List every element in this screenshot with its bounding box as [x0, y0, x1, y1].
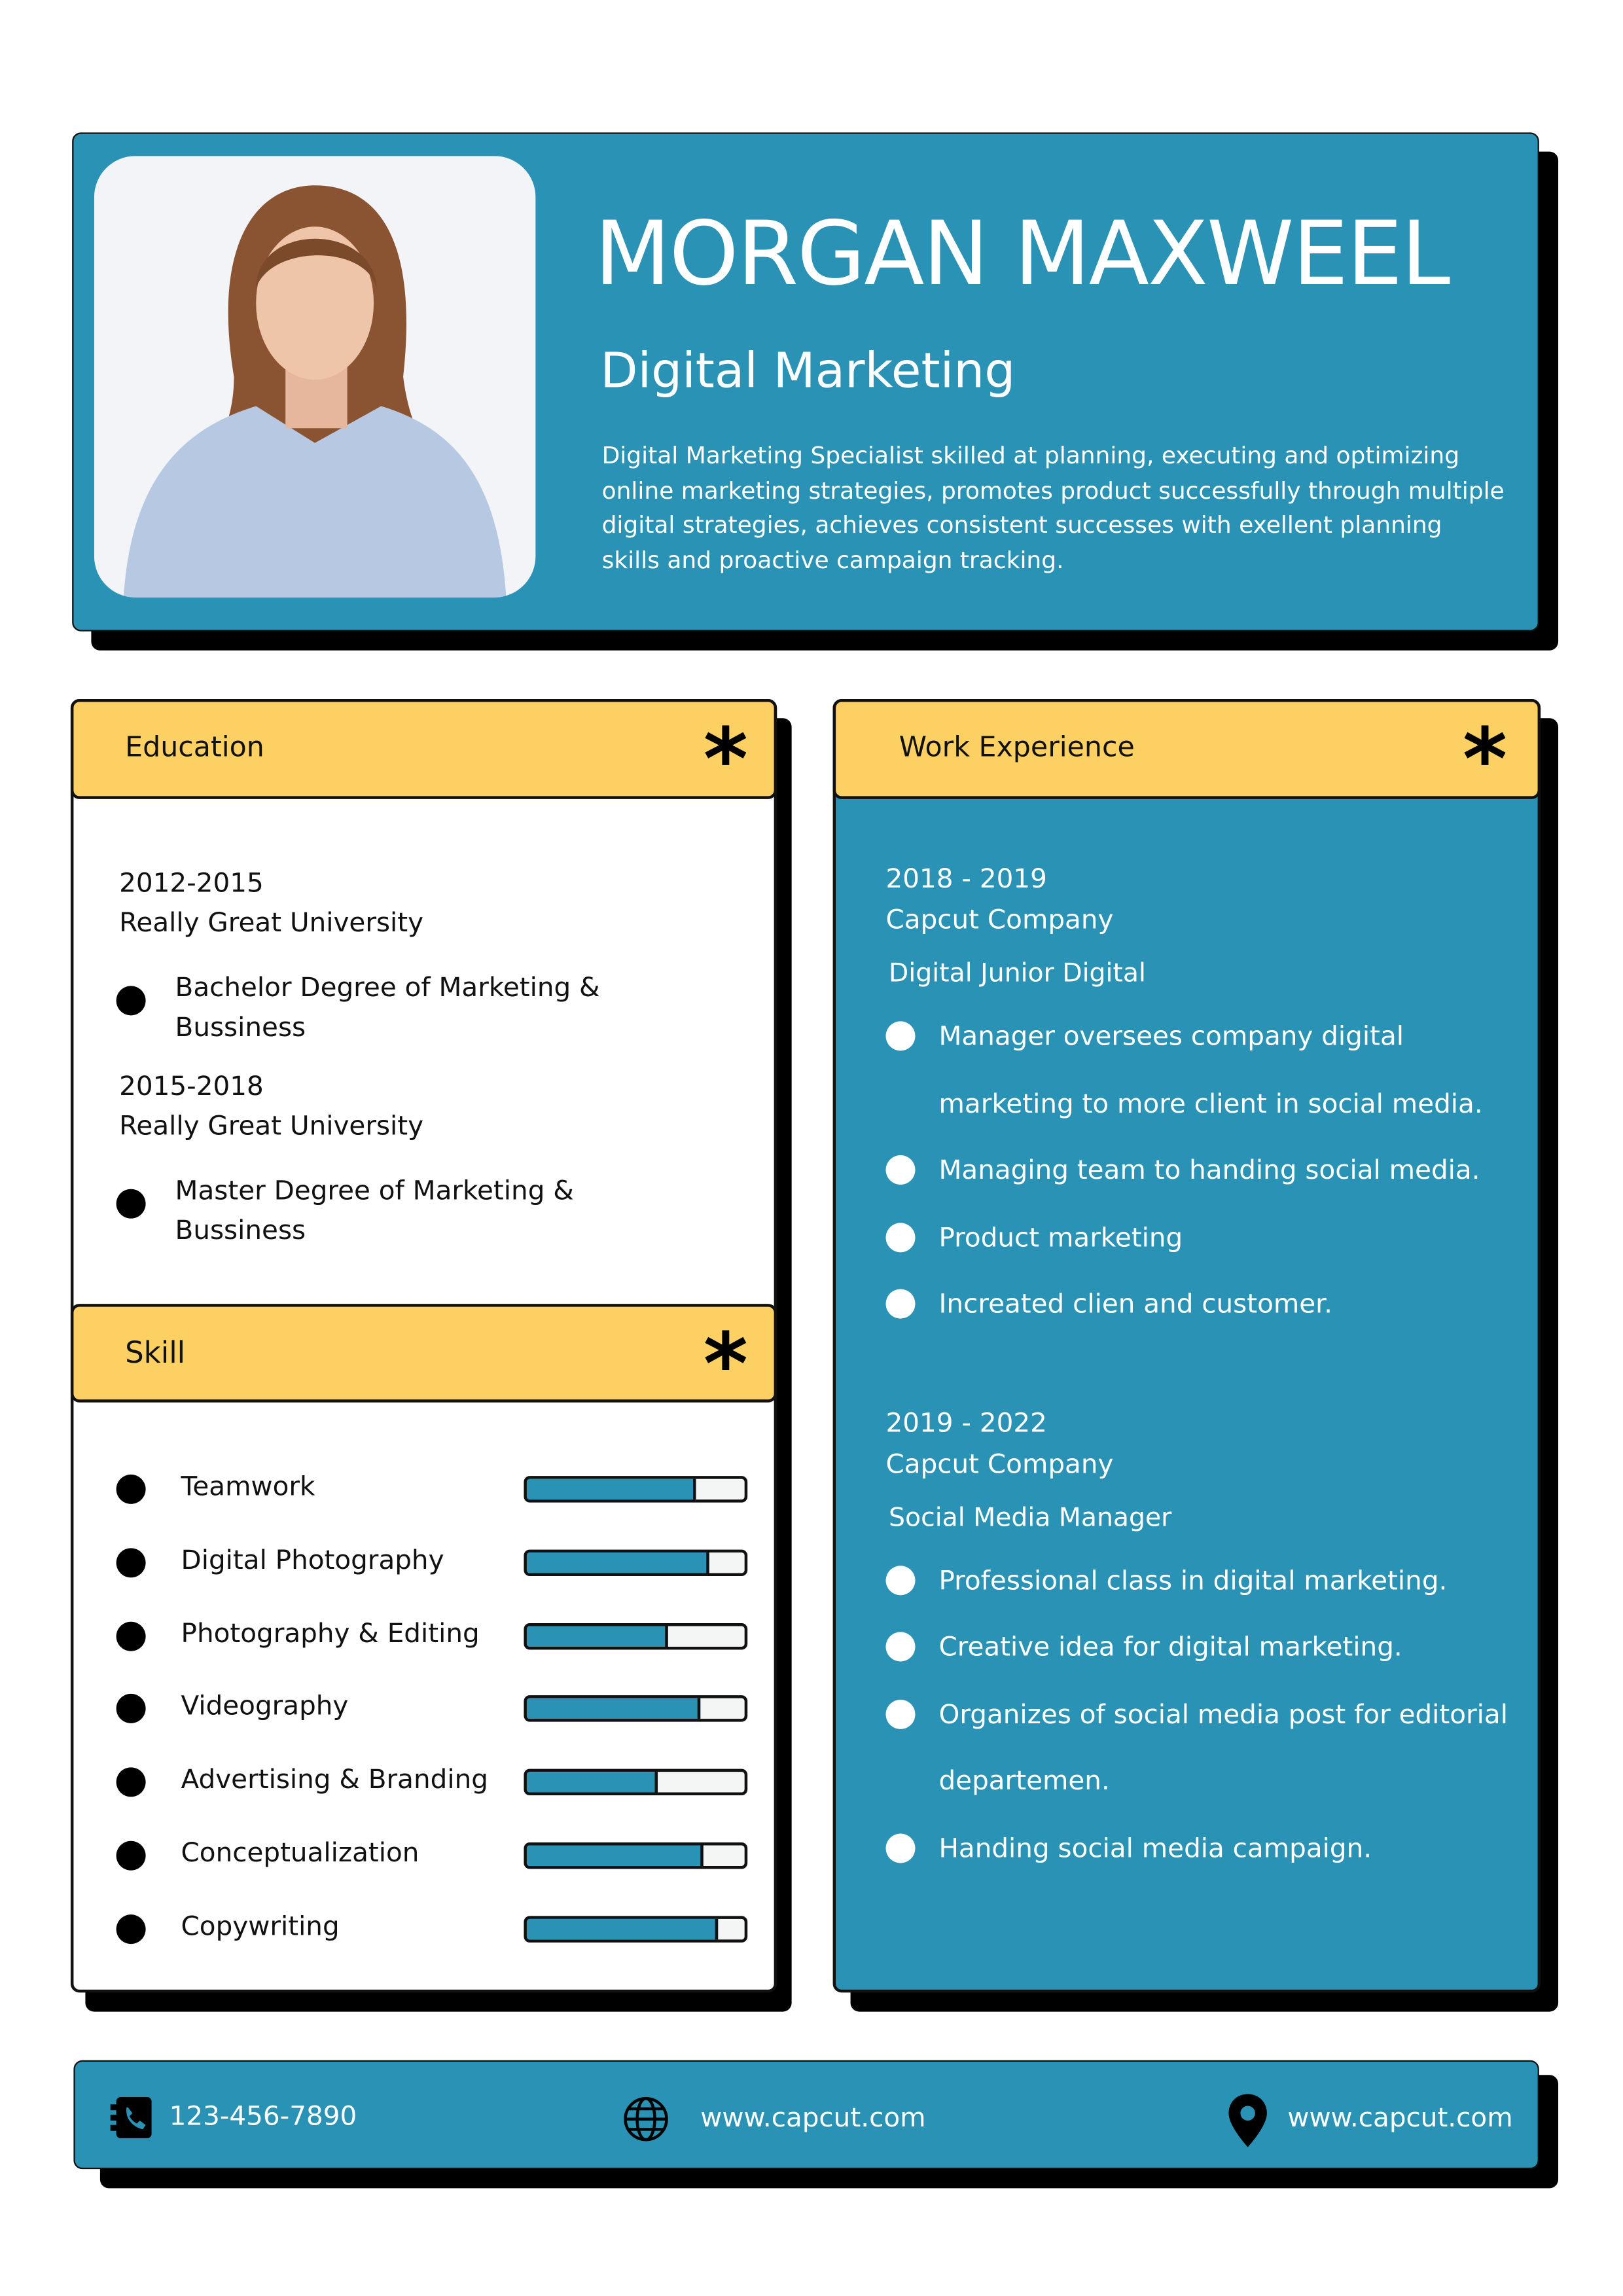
bullet — [116, 1474, 146, 1504]
bullet — [116, 1694, 146, 1724]
skill-level — [526, 1625, 669, 1647]
exp-point-text: Creative idea for digital marketing. — [938, 1632, 1402, 1663]
edu-degree: Bachelor Degree of Marketing & Bussiness — [175, 973, 600, 1044]
exp-point-text: Managing team to handing social media. — [938, 1155, 1480, 1187]
exp-point: Professional class in digital marketing. — [885, 1547, 1531, 1614]
exp-role: Social Media Manager — [889, 1503, 1172, 1533]
skill-track — [524, 1842, 748, 1869]
edu-years: 2012-2015 — [119, 868, 264, 899]
experience-heading: Work Experience — [899, 731, 1135, 764]
exp-point: Handing social media campaign. — [885, 1815, 1531, 1882]
skill-name: Videography — [181, 1691, 349, 1723]
bullet — [116, 986, 146, 1016]
skill-name: Advertising & Branding — [181, 1765, 488, 1796]
bullet — [116, 1189, 146, 1219]
bullet — [885, 1833, 916, 1863]
exp-company: Capcut Company — [885, 905, 1114, 936]
skill-track — [524, 1915, 748, 1943]
skill-level — [526, 1698, 702, 1720]
exp-point: Managing team to handing social media. — [885, 1138, 1531, 1204]
exp-company: Capcut Company — [885, 1448, 1114, 1480]
exp-point: Organizes of social media post for edito… — [885, 1681, 1531, 1816]
skill-track — [524, 1549, 748, 1576]
exp-point-text: Product marketing — [938, 1222, 1183, 1253]
exp-point-text: Professional class in digital marketing. — [938, 1565, 1448, 1596]
skill-name: Digital Photography — [181, 1545, 444, 1576]
asterisk: * — [703, 1314, 748, 1414]
bullet — [116, 1914, 146, 1944]
right-box — [832, 698, 1541, 1993]
skill-name: Teamwork — [181, 1471, 315, 1503]
skill-level — [526, 1845, 704, 1866]
edu-degree: Master Degree of Marketing & Bussiness — [175, 1175, 574, 1247]
experience-entry: 2018 - 2019 Capcut Company Digital Junior … — [885, 859, 1533, 1338]
skill-name: Conceptualization — [181, 1838, 419, 1869]
location: www.capcut.com — [1287, 2102, 1513, 2134]
education-header — [70, 698, 777, 799]
skill-level — [526, 1479, 697, 1500]
skill-track — [524, 1476, 748, 1503]
exp-years: 2018 - 2019 — [885, 863, 1047, 895]
bullet — [885, 1289, 916, 1319]
profile-photo — [94, 156, 536, 598]
exp-point: Increated clien and customer. — [885, 1272, 1531, 1338]
bullet — [885, 1222, 916, 1252]
experience-header — [832, 698, 1541, 799]
footer-box — [73, 2060, 1539, 2170]
exp-point-text: Handing social media campaign. — [938, 1833, 1372, 1864]
skill-header — [70, 1304, 777, 1403]
location-icon — [1228, 2094, 1267, 2147]
name: MORGAN MAXWEEL — [594, 203, 1450, 306]
bullet — [116, 1840, 146, 1871]
summary: Digital Marketing Specialist skilled at … — [601, 441, 1505, 573]
skill-track — [524, 1696, 748, 1723]
phone: 123-456-7890 — [169, 2101, 357, 2132]
bullet — [885, 1021, 916, 1051]
exp-point: Product marketing — [885, 1204, 1531, 1271]
skill-level — [526, 1918, 719, 1939]
edu-school: Really Great University — [119, 1111, 424, 1142]
edu-years: 2015-2018 — [119, 1071, 264, 1103]
bullet — [116, 1621, 146, 1651]
website: www.capcut.com — [700, 2102, 926, 2134]
skill-level — [526, 1772, 658, 1793]
exp-point: Creative idea for digital marketing. — [885, 1614, 1531, 1681]
experience-entry: 2019 - 2022 Capcut Company Social Media Ma… — [885, 1403, 1533, 1882]
bullet — [885, 1155, 916, 1185]
exp-point-text: Increated clien and customer. — [938, 1289, 1332, 1320]
globe-icon — [624, 2096, 668, 2142]
exp-point-text: Organizes of social media post for edito… — [938, 1698, 1508, 1797]
skill-name: Photography & Editing — [181, 1618, 480, 1649]
exp-role: Digital Junior Digital — [889, 959, 1146, 989]
education-heading: Education — [125, 731, 264, 764]
bullet — [885, 1565, 916, 1595]
bullet — [885, 1698, 916, 1729]
exp-years: 2019 - 2022 — [885, 1407, 1047, 1439]
skill-level — [526, 1552, 710, 1573]
skill-heading: Skill — [125, 1335, 186, 1371]
exp-point: Manager oversees company digital marketi… — [885, 1003, 1531, 1138]
skill-track — [524, 1768, 748, 1796]
phone-icon — [110, 2096, 152, 2138]
edu-school: Really Great University — [119, 908, 424, 939]
exp-point-text: Manager oversees company digital marketi… — [938, 1021, 1483, 1119]
bullet — [885, 1632, 916, 1662]
exp-points: Manager oversees company digital marketi… — [885, 1003, 1533, 1338]
exp-points: Professional class in digital marketing.… — [885, 1547, 1533, 1882]
bullet — [116, 1767, 146, 1797]
bullet — [116, 1547, 146, 1577]
experience-list: 2018 - 2019 Capcut Company Digital Junior … — [885, 859, 1533, 1882]
job-title: Digital Marketing — [600, 341, 1016, 399]
skill-track — [524, 1623, 748, 1649]
skill-name: Copywriting — [181, 1911, 340, 1943]
asterisk: * — [1462, 709, 1508, 810]
asterisk: * — [703, 709, 748, 810]
